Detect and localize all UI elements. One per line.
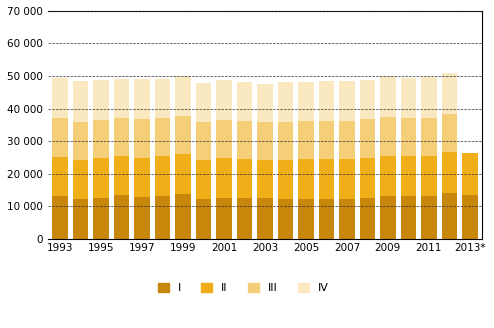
Bar: [401, 196, 416, 238]
Bar: [278, 122, 293, 160]
Bar: [52, 78, 68, 118]
Bar: [134, 197, 150, 238]
Legend: I, II, III, IV: I, II, III, IV: [154, 278, 333, 297]
Bar: [237, 159, 252, 198]
Bar: [216, 197, 232, 238]
Bar: [196, 160, 211, 199]
Bar: [401, 118, 416, 156]
Bar: [421, 118, 437, 156]
Bar: [216, 80, 232, 120]
Bar: [114, 156, 129, 195]
Bar: [257, 160, 273, 198]
Bar: [339, 159, 355, 199]
Bar: [175, 76, 191, 116]
Bar: [319, 81, 334, 121]
Bar: [134, 119, 150, 158]
Bar: [360, 157, 375, 197]
Bar: [73, 199, 88, 238]
Bar: [52, 118, 68, 157]
Bar: [93, 120, 109, 158]
Bar: [360, 79, 375, 119]
Bar: [73, 81, 88, 122]
Bar: [380, 156, 396, 196]
Bar: [319, 159, 334, 199]
Bar: [257, 122, 273, 160]
Bar: [298, 121, 314, 159]
Bar: [360, 197, 375, 238]
Bar: [196, 199, 211, 238]
Bar: [401, 156, 416, 196]
Bar: [216, 120, 232, 158]
Bar: [298, 159, 314, 199]
Bar: [462, 195, 478, 238]
Bar: [278, 160, 293, 199]
Bar: [298, 199, 314, 238]
Bar: [421, 196, 437, 238]
Bar: [298, 82, 314, 121]
Bar: [462, 153, 478, 195]
Bar: [257, 198, 273, 238]
Bar: [52, 196, 68, 238]
Bar: [237, 121, 252, 159]
Bar: [134, 158, 150, 197]
Bar: [134, 79, 150, 119]
Bar: [93, 79, 109, 120]
Bar: [319, 199, 334, 238]
Bar: [155, 79, 170, 118]
Bar: [319, 121, 334, 159]
Bar: [278, 199, 293, 238]
Bar: [196, 83, 211, 122]
Bar: [155, 196, 170, 238]
Bar: [237, 198, 252, 238]
Bar: [421, 156, 437, 196]
Bar: [93, 198, 109, 238]
Bar: [380, 117, 396, 156]
Bar: [155, 156, 170, 196]
Bar: [278, 82, 293, 122]
Bar: [196, 122, 211, 160]
Bar: [175, 154, 191, 195]
Bar: [114, 79, 129, 118]
Bar: [339, 199, 355, 238]
Bar: [216, 158, 232, 197]
Bar: [442, 114, 457, 153]
Bar: [401, 78, 416, 118]
Bar: [380, 196, 396, 238]
Bar: [52, 157, 68, 196]
Bar: [442, 193, 457, 238]
Bar: [114, 195, 129, 238]
Bar: [175, 195, 191, 238]
Bar: [114, 118, 129, 156]
Bar: [442, 73, 457, 114]
Bar: [339, 121, 355, 159]
Bar: [73, 122, 88, 160]
Bar: [380, 76, 396, 117]
Bar: [237, 82, 252, 121]
Bar: [93, 158, 109, 198]
Bar: [442, 153, 457, 193]
Bar: [73, 160, 88, 199]
Bar: [257, 84, 273, 122]
Bar: [339, 81, 355, 121]
Bar: [421, 77, 437, 118]
Bar: [360, 119, 375, 157]
Bar: [155, 118, 170, 156]
Bar: [175, 116, 191, 154]
